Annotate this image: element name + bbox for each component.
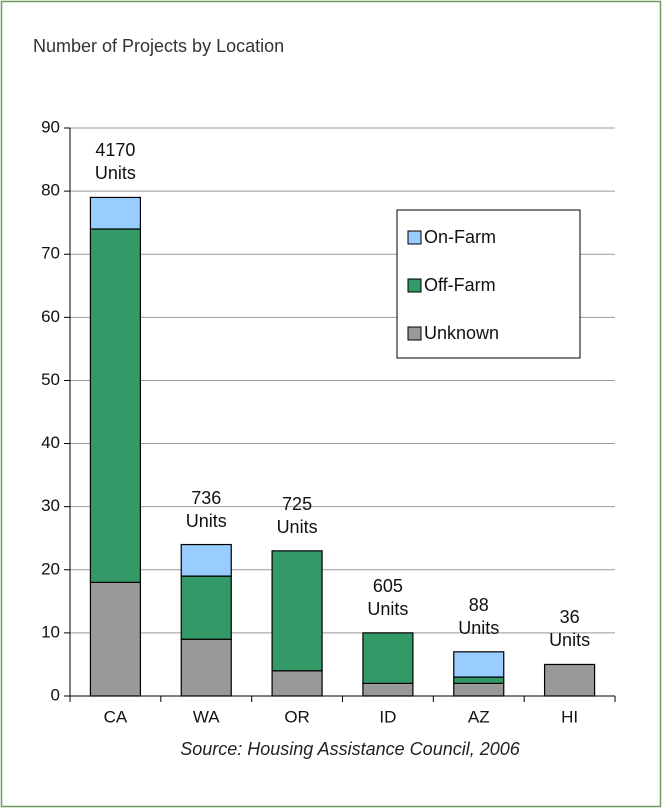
y-tick-label: 0 [51,685,60,704]
legend-swatch [407,230,422,245]
bar-segment [89,581,142,697]
y-tick-label: 80 [41,181,60,200]
bar-segment [271,670,323,697]
y-tick-label: 30 [41,496,60,515]
y-tick-label: 50 [41,370,60,389]
legend-label: On-Farm [424,227,496,247]
chart-title: Number of Projects by Location [33,36,284,56]
bar-label: 4170 Units [94,140,136,184]
bar-segment [89,196,142,230]
bar-label: 36 Units [549,607,591,651]
x-tick-label: AZ [468,707,490,726]
legend-label: Off-Farm [424,275,496,295]
source: Source: Housing Assistance Council, 2006 [180,739,521,759]
x-tick-label: HI [561,707,578,726]
bar-label: 736 Units [185,487,227,531]
legend-swatch [407,278,422,293]
legend-box [396,209,581,359]
bar-segment [543,663,596,697]
legend-swatch [407,326,422,341]
bar-segment [271,550,323,672]
bar-segment [453,676,505,684]
bar-segment [180,638,232,697]
y-tick-label: 60 [41,307,60,326]
bar-segment [362,682,414,697]
x-tick-label: CA [104,707,128,726]
bar-segment [362,632,414,684]
legend-label: Unknown [424,323,499,343]
bar-label: 725 Units [276,493,318,537]
y-tick-label: 20 [41,559,60,578]
x-tick-label: WA [193,707,220,726]
bar-segment [89,228,142,583]
y-tick-label: 40 [41,433,60,452]
bar-label: 88 Units [458,594,500,638]
y-tick-label: 10 [41,622,60,641]
y-tick-label: 90 [41,117,60,136]
bar-segment [180,543,232,577]
bar-segment [180,575,232,640]
bar-label: 605 Units [367,575,409,619]
bar-segment [453,682,505,697]
bar-segment [453,651,505,678]
y-tick-label: 70 [41,244,60,263]
x-tick-label: ID [379,707,396,726]
x-tick-label: OR [284,707,310,726]
